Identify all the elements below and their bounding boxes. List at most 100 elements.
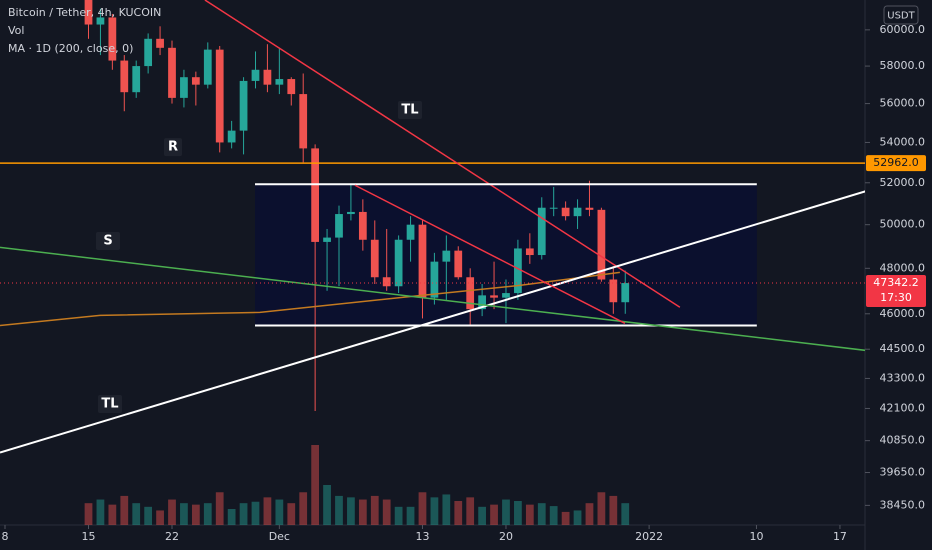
- volume-bar: [311, 445, 320, 525]
- candle-body: [549, 207, 558, 209]
- volume-bar: [168, 499, 176, 525]
- candle-body: [311, 148, 320, 242]
- trend-line: [0, 246, 865, 352]
- candle-body: [203, 49, 212, 85]
- volume-bar: [144, 506, 153, 525]
- trend-line: [0, 190, 865, 454]
- volume-bar: [609, 495, 618, 525]
- volume-bar: [406, 506, 415, 525]
- volume-bar: [96, 499, 105, 525]
- volume-bar: [215, 492, 224, 525]
- annotation: S: [103, 234, 112, 249]
- x-tick-label: 13: [415, 530, 429, 543]
- x-tick-label: 8: [2, 530, 9, 543]
- candle-body: [96, 17, 105, 25]
- trend-line: [204, 0, 681, 308]
- x-tick-label: 10: [749, 530, 763, 543]
- candle-body: [382, 277, 391, 287]
- volume-bar: [191, 504, 200, 525]
- chart-title: Bitcoin / Tether, 4h, KUCOIN: [8, 6, 161, 19]
- candle-body: [454, 250, 463, 278]
- candle-body: [335, 214, 343, 238]
- volume-bar: [251, 501, 260, 525]
- candle-body: [323, 237, 331, 242]
- volume-bar: [573, 510, 582, 525]
- volume-bar: [490, 504, 498, 525]
- candle-body: [347, 211, 355, 215]
- candle-body: [442, 250, 451, 262]
- candle-body: [573, 207, 582, 217]
- candle-body: [502, 293, 510, 298]
- level-tag-label: 52962.0: [873, 156, 919, 169]
- currency[interactable]: USDT: [887, 11, 915, 22]
- volume-bar: [239, 503, 248, 525]
- volume-bar: [335, 495, 343, 525]
- candle-body: [394, 239, 403, 287]
- annotation-box: [98, 395, 122, 413]
- volume-bar: [370, 495, 379, 525]
- candle-body: [358, 211, 367, 240]
- last-price-label: 47342.2: [873, 276, 919, 289]
- candle-body: [263, 69, 272, 85]
- volume-bar: [585, 503, 594, 525]
- candle-body: [597, 209, 606, 280]
- volume-bar: [454, 501, 463, 525]
- x-tick-label: Dec: [269, 530, 290, 543]
- candle-body: [287, 79, 296, 95]
- candle-body: [144, 38, 153, 67]
- volume-bar: [84, 503, 93, 525]
- volume-bar: [287, 503, 296, 525]
- candle-body: [132, 66, 141, 93]
- y-tick-label: 52000.0: [880, 176, 926, 189]
- candle-body: [537, 207, 546, 256]
- y-tick-label: 54000.0: [880, 135, 926, 148]
- volume-bar: [227, 509, 236, 525]
- annotation-box: [164, 138, 182, 157]
- annotation-box: [96, 232, 120, 250]
- volume-bar: [323, 485, 331, 525]
- x-tick-label: 20: [499, 530, 513, 543]
- volume-bar: [275, 499, 284, 525]
- currency-box[interactable]: [883, 5, 919, 25]
- x-tick-label: 22: [165, 530, 179, 543]
- volume-bar: [621, 503, 630, 525]
- volume-bar: [514, 501, 522, 525]
- last-price-tag: [866, 275, 926, 308]
- candle-body: [370, 239, 379, 278]
- trend-line: [354, 184, 626, 325]
- annotation: TL: [101, 397, 118, 412]
- y-tick-label: 58000.0: [880, 59, 926, 72]
- candle-body: [168, 47, 176, 98]
- plot-area: [0, 0, 865, 525]
- volume-bar: [442, 494, 451, 525]
- candle-body: [239, 80, 248, 131]
- candle-body: [120, 60, 129, 93]
- volume-bar: [382, 499, 391, 525]
- volume-bar: [156, 510, 164, 525]
- volume-bar: [537, 503, 546, 525]
- candle-body: [251, 69, 260, 81]
- y-tick-label: 42100.0: [880, 401, 926, 414]
- volume-bar: [299, 492, 308, 525]
- volume-bar: [466, 497, 475, 525]
- candle-body: [84, 0, 93, 25]
- y-tick-label: 50000.0: [880, 218, 926, 231]
- candle-body: [478, 295, 486, 310]
- volume-bar: [597, 492, 606, 525]
- level-tag: [866, 155, 926, 172]
- x-tick-label: 17: [833, 530, 847, 543]
- volume-bar: [132, 503, 141, 525]
- candle-body: [191, 77, 200, 85]
- candle-body: [609, 279, 618, 303]
- y-tick-label: 40850.0: [880, 434, 926, 447]
- volume-bar: [549, 506, 558, 525]
- candle-body: [430, 261, 439, 298]
- x-tick-label: 2022: [635, 530, 663, 543]
- candle-body: [514, 248, 522, 294]
- volume-bar: [120, 495, 129, 525]
- y-tick-label: 46000.0: [880, 307, 926, 320]
- candle-body: [418, 224, 427, 298]
- volume-bar: [108, 504, 117, 525]
- countdown: 17:30: [880, 291, 912, 304]
